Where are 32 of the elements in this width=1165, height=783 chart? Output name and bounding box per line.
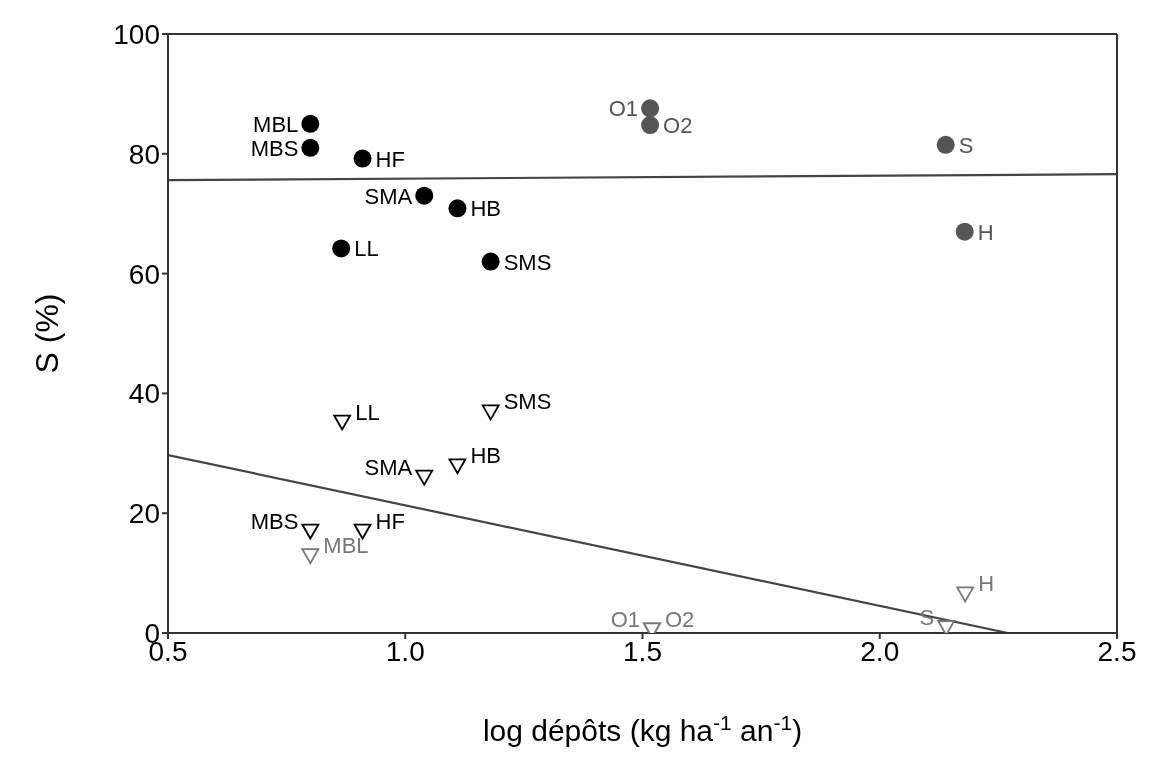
y-axis-title: S (%) [29,293,65,374]
data-label: H [977,219,994,245]
data-label: O2 [664,607,695,633]
data-label: HB [470,196,502,222]
y-tick-label: 60 [128,258,160,290]
data-label: O1 [608,96,639,122]
y-tick-label: 20 [128,498,160,530]
x-tick-label: 2.0 [860,635,900,667]
data-label: HB [470,443,502,469]
y-tick-label: 80 [128,138,160,170]
x-tick-label: 2.5 [1097,635,1137,667]
data-label: SMA [364,183,413,209]
y-tick-label: 100 [113,18,160,50]
data-label: MBS [250,508,299,534]
data-label: MBL [253,111,299,137]
data-label: MBS [250,135,299,161]
data-label: O1 [610,607,640,633]
x-tick-label: 1.5 [623,635,662,667]
data-label: LL [355,399,380,425]
x-tick-label: 1.0 [385,635,425,667]
data-label: LL [354,236,379,262]
data-label: SMS [503,389,552,415]
data-label: H [978,571,995,597]
x-axis-title: log dépôts (kg ha$^{-1}$ an$^{-1}$) [482,710,803,747]
data-label: SMA [364,454,413,480]
data-label: O2 [663,113,693,139]
data-label: HF [375,508,405,534]
data-label: SMS [503,249,552,275]
data-label: S [958,132,974,158]
data-label: HF [375,146,405,172]
data-label: MBL [323,533,369,559]
y-tick-label: 40 [128,378,160,410]
